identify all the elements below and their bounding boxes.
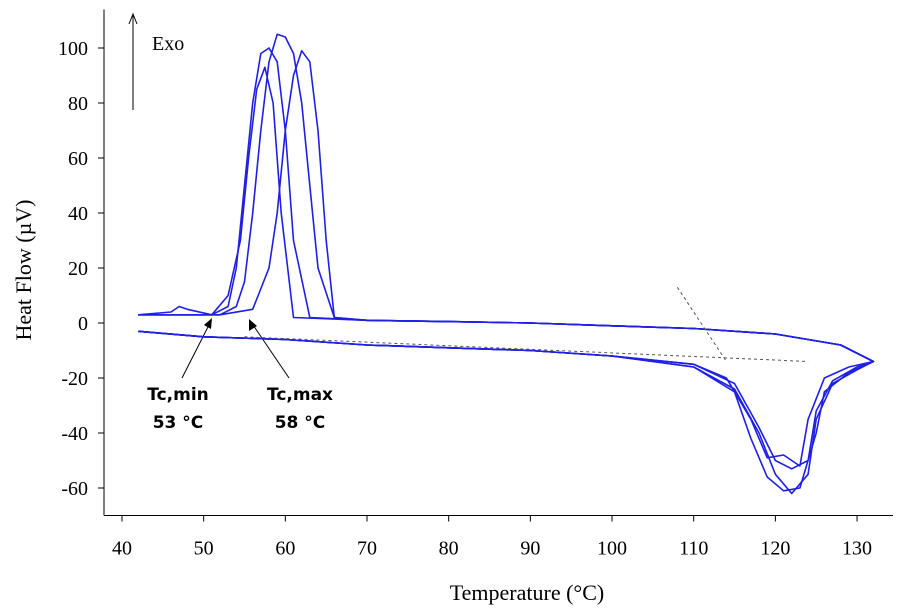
x-tick-label: 90 <box>520 538 540 560</box>
heat-flow-line <box>138 50 875 492</box>
annotation-arrow-head <box>204 318 212 329</box>
annotation-arrow <box>181 320 212 379</box>
y-tick-label: -60 <box>61 478 88 500</box>
x-tick-label: 100 <box>597 538 627 560</box>
x-tick-label: 40 <box>112 538 132 560</box>
annotation-arrow-head <box>249 319 257 331</box>
y-tick-label: 0 <box>78 313 88 335</box>
heat-flow-line <box>138 33 875 495</box>
annotation-arrow <box>250 321 290 379</box>
y-tick-label: -40 <box>61 423 88 445</box>
x-tick-label: 120 <box>760 538 790 560</box>
x-tick-label: 60 <box>275 538 295 560</box>
y-tick-label: -20 <box>61 368 88 390</box>
x-tick-label: 110 <box>679 538 708 560</box>
heat-flow-line <box>138 66 875 467</box>
x-tick-label: 50 <box>194 538 214 560</box>
y-tick-label: 80 <box>68 93 88 115</box>
y-tick-label: 60 <box>68 148 88 170</box>
exo-arrow-head <box>128 12 138 25</box>
x-axis-label: Temperature (°C) <box>450 580 604 605</box>
x-tick-label: 80 <box>439 538 459 560</box>
y-tick-label: 40 <box>68 203 88 225</box>
baseline <box>676 287 727 362</box>
y-axis-label: Heat Flow (µV) <box>11 200 36 341</box>
y-tick-label: 20 <box>68 258 88 280</box>
annotation-value: 58 °C <box>275 413 326 433</box>
tc-max-annotation: Tc,max 58 °C <box>249 319 333 433</box>
annotation-value: 53 °C <box>153 413 204 433</box>
x-tick-label: 130 <box>842 538 872 560</box>
annotation-label: Tc,max <box>267 385 333 405</box>
heat-flow-line <box>138 47 875 470</box>
exo-label: Exo <box>152 33 184 55</box>
y-tick-label: 100 <box>58 38 88 60</box>
x-tick-label: 70 <box>357 538 377 560</box>
baseline <box>244 336 809 362</box>
annotation-label: Tc,min <box>147 385 209 405</box>
exo-marker: Exo <box>128 12 184 110</box>
tc-min-annotation: Tc,min 53 °C <box>147 318 212 433</box>
